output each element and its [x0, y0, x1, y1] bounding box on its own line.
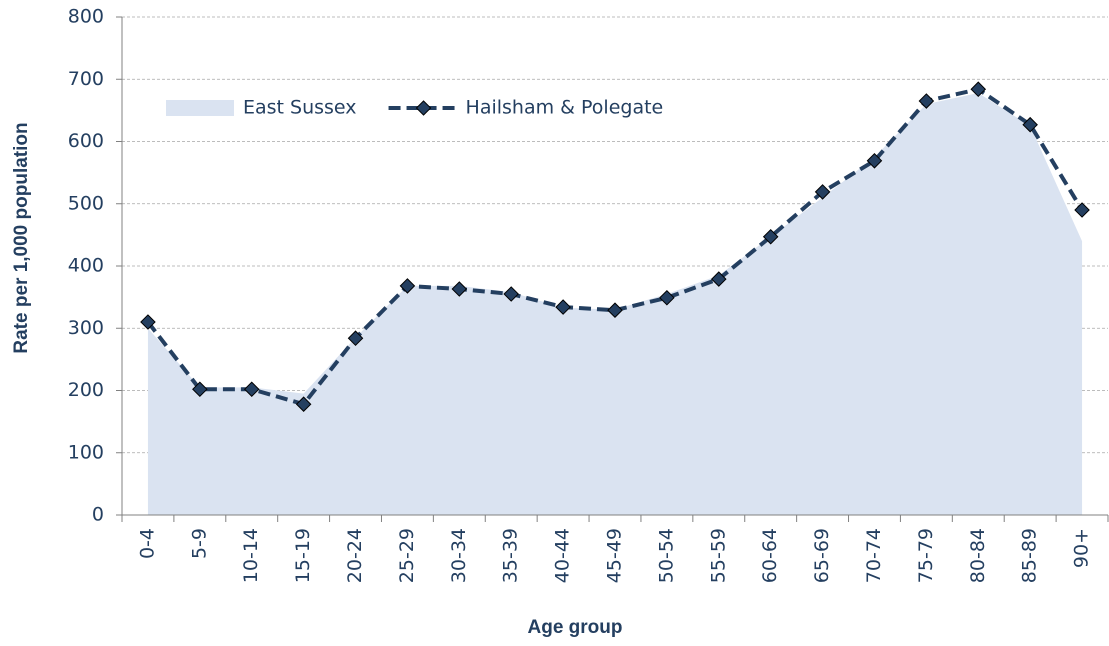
- y-tick-label: 800: [68, 6, 104, 28]
- legend-swatch: [166, 100, 234, 116]
- marker: [970, 81, 987, 97]
- x-tick-label: 85-89: [1019, 528, 1041, 583]
- marker: [555, 299, 571, 315]
- x-tick-label: 60-64: [759, 528, 781, 583]
- marker: [295, 396, 312, 412]
- y-tick-label: 400: [68, 255, 104, 277]
- x-tick-label: 70-74: [863, 528, 885, 583]
- marker: [140, 314, 156, 330]
- x-tick-label: 40-44: [552, 528, 574, 583]
- x-tick-label: 65-69: [811, 528, 833, 583]
- x-tick-label: 5-9: [188, 528, 210, 559]
- y-tick-label: 500: [68, 192, 104, 214]
- x-tick-label: 55-59: [707, 528, 729, 583]
- x-tick-label: 75-79: [915, 528, 937, 583]
- y-axis-title: Rate per 1,000 population: [11, 122, 32, 353]
- marker: [607, 302, 623, 318]
- y-tick-label: 700: [68, 68, 104, 90]
- marker: [711, 271, 727, 287]
- x-tick-label: 90+: [1071, 528, 1093, 568]
- marker: [399, 278, 416, 294]
- marker: [1074, 202, 1090, 218]
- y-tick-label: 600: [68, 130, 104, 152]
- marker: [503, 286, 519, 302]
- x-tick-label: 45-49: [604, 528, 626, 583]
- marker: [243, 381, 260, 398]
- x-tick-label: 10-14: [240, 528, 262, 583]
- y-tick-label: 0: [92, 504, 104, 526]
- x-tick-label: 0-4: [136, 528, 158, 559]
- x-axis-title: Age group: [528, 617, 623, 638]
- legend-marker: [415, 100, 432, 116]
- y-tick-label: 300: [68, 317, 104, 339]
- legend-label: Hailsham & Polegate: [466, 97, 664, 119]
- marker: [762, 228, 779, 245]
- y-tick-label: 100: [68, 441, 104, 463]
- marker: [1022, 116, 1038, 133]
- area: [147, 92, 1083, 515]
- x-tick-label: 30-34: [448, 528, 470, 583]
- marker: [451, 281, 468, 297]
- x-tick-label: 50-54: [655, 528, 677, 583]
- x-tick-label: 35-39: [500, 528, 522, 583]
- x-tick-label: 20-24: [344, 528, 366, 583]
- marker: [347, 330, 364, 346]
- legend-label: East Sussex: [243, 97, 357, 119]
- marker: [918, 93, 935, 109]
- marker: [814, 184, 831, 200]
- x-tick-label: 80-84: [967, 528, 989, 583]
- marker: [866, 153, 883, 169]
- x-tick-label: 25-29: [396, 528, 418, 583]
- x-tick-label: 15-19: [292, 528, 314, 583]
- marker: [659, 289, 675, 306]
- marker: [192, 381, 208, 398]
- y-tick-label: 200: [68, 379, 104, 401]
